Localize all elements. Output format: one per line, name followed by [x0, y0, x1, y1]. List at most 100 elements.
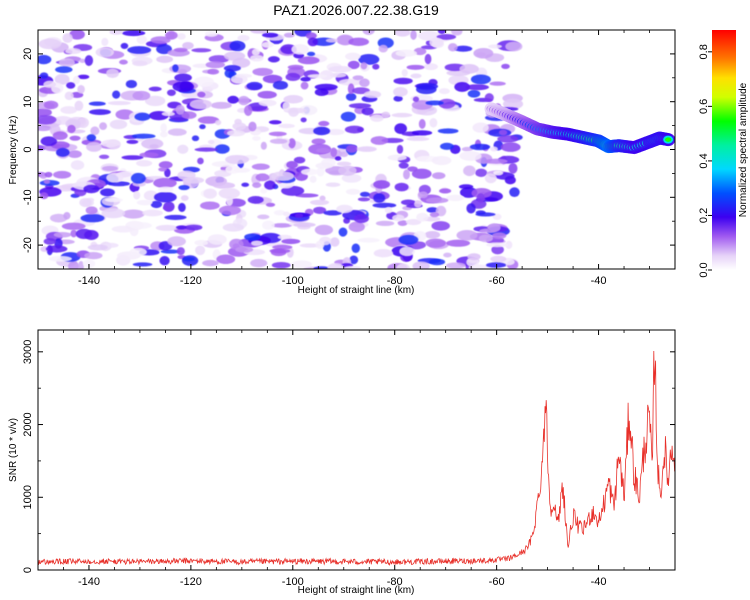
spectrogram-cell [150, 36, 171, 44]
spectrogram-cell [475, 168, 488, 178]
spectrogram-x-axis: -140 -120 -100 -80 -60 -40 [37, 30, 676, 287]
spectrogram-cell [505, 41, 523, 52]
chart-title: PAZ1.2026.007.22.38.G19 [273, 2, 439, 18]
spectrogram-cell [106, 172, 124, 183]
spectrogram-cell [86, 142, 102, 152]
spectrogram-cell [174, 73, 192, 82]
spectrogram-cell [132, 90, 151, 101]
snr-plot: -140 -120 -100 -80 -60 -40 0 1000 2000 3000 Heig… [8, 329, 676, 596]
spectrogram-cell [300, 168, 319, 176]
spectrogram-cell [62, 33, 73, 43]
spectrogram-cell [195, 245, 206, 256]
spectrogram-cell [399, 246, 415, 257]
spectrogram-cell [307, 74, 328, 79]
spectrogram-cell [75, 228, 93, 239]
spectrogram-cell [83, 184, 100, 194]
spectrogram-cell [213, 182, 236, 189]
spectrogram-cell [392, 214, 405, 222]
spectrogram-cell [469, 143, 491, 151]
spectrogram-cell [345, 52, 361, 61]
spectrogram-cell [237, 34, 250, 42]
spectrogram-cell [129, 247, 147, 257]
spectrogram-cell [393, 95, 403, 102]
spectrogram-cell [172, 81, 195, 92]
spectrogram-cell [295, 193, 319, 198]
spectrogram-cell [428, 258, 446, 266]
spectrogram-cell [80, 213, 105, 223]
spectrogram-cell [102, 165, 118, 172]
spectrogram-cell [264, 180, 276, 190]
spectrogram-cell [109, 119, 128, 130]
spectrogram-cell [79, 58, 86, 64]
spectrogram-cell [393, 77, 413, 85]
spectrogram-cell [447, 43, 458, 52]
spectrogram-cell [251, 163, 270, 170]
spectrogram-cell [184, 224, 203, 231]
spectrogram-cell [125, 79, 137, 89]
spectrogram-cell [53, 231, 72, 238]
spectrogram-cell [285, 72, 301, 82]
spectrogram-cell [84, 251, 103, 260]
spectrogram-cell [463, 165, 476, 177]
spectrogram-cell [410, 73, 422, 79]
spectrogram-cell [156, 44, 172, 55]
snr-y-tick-label: 0 [22, 567, 34, 573]
spectrogram-cell [172, 64, 179, 73]
spectrogram-cell [345, 188, 361, 195]
spectrogram-cell [272, 244, 293, 250]
spectrogram-cell [252, 135, 261, 141]
spectrogram-cell [412, 261, 430, 269]
spectrogram-cell [415, 82, 439, 90]
spectrogram-cell [177, 170, 196, 181]
spectrogram-cell [203, 188, 217, 199]
spectrogram-cell [112, 90, 121, 99]
spectrogram-cell [45, 245, 68, 253]
spectrogram-cell [500, 142, 521, 152]
spectrogram-cell [132, 60, 148, 67]
spectrogram-cell [126, 139, 139, 144]
spectrogram-cell [178, 184, 190, 191]
spectrogram-cell [443, 252, 452, 258]
spectrogram-cell [297, 56, 320, 65]
spectrogram-cell [338, 78, 363, 86]
spectrogram-cell [261, 32, 279, 38]
spectrogram-cell [349, 255, 359, 265]
spectrogram-cell [328, 65, 352, 73]
spectrogram-cell [52, 131, 68, 141]
spectrogram-cell [353, 214, 369, 224]
spectrogram-cell [336, 204, 353, 214]
spectrogram-cell [111, 225, 135, 233]
spectrogram-cell [316, 166, 325, 177]
snr-series-line [38, 350, 675, 566]
spectrogram-cell [204, 31, 218, 37]
spectrogram-cell [316, 147, 332, 154]
colorbar-tick-label: 0.2 [698, 208, 710, 223]
spectrogram-y-tick-label: -20 [22, 237, 34, 253]
spectrogram-cell [467, 89, 481, 98]
spectrogram-cell [101, 139, 120, 148]
spectrogram-cell [122, 30, 146, 37]
spectrogram-cell [440, 142, 454, 150]
spectrogram-cell [139, 152, 159, 158]
spectrogram-cell [261, 41, 274, 48]
spectrogram-cell [394, 123, 407, 134]
spectrogram-cell [189, 99, 212, 110]
spectrogram-cell [360, 62, 368, 70]
spectrogram-cell [99, 122, 108, 131]
spectrogram-cell [501, 63, 510, 70]
spectrogram-cell [283, 32, 295, 38]
snr-frame [37, 329, 676, 571]
spectrogram-cell [99, 154, 110, 159]
spectrogram-cell [508, 162, 518, 174]
spectrogram-cell [287, 64, 304, 70]
spectrogram-cell [43, 179, 51, 184]
spectrogram-cell [38, 115, 57, 125]
spectrogram-cell [122, 209, 145, 219]
spectrogram-cell [288, 138, 296, 149]
spectrogram-cell [215, 119, 222, 126]
spectrogram-cell [44, 171, 53, 178]
spectrogram-cell [194, 239, 209, 246]
spectrogram-cell [268, 131, 287, 137]
spectrogram-cell [39, 72, 49, 79]
spectrogram-cell [486, 242, 509, 248]
